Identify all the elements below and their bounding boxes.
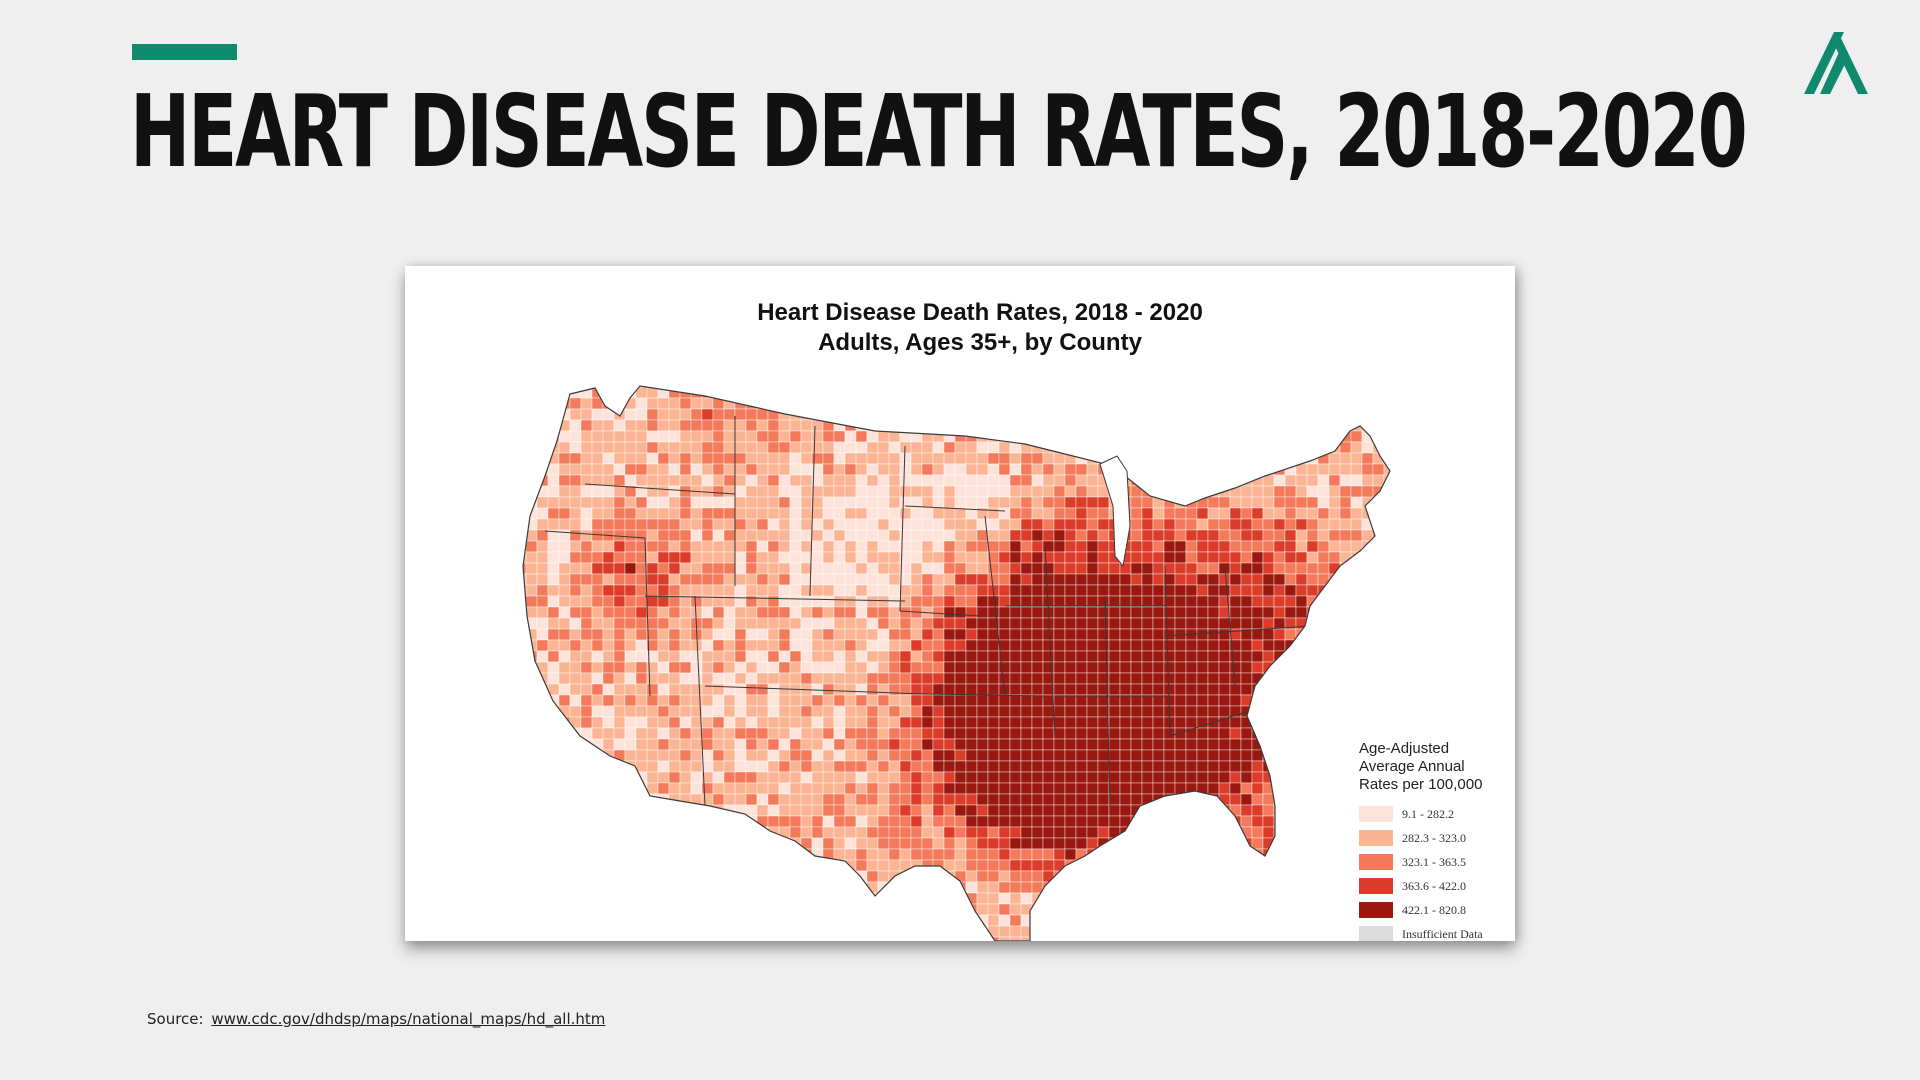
map-legend: Age-Adjusted Average Annual Rates per 10… bbox=[1359, 740, 1509, 941]
legend-label: 363.6 - 422.0 bbox=[1402, 878, 1466, 893]
map-title-line-1: Heart Disease Death Rates, 2018 - 2020 bbox=[757, 299, 1203, 326]
map-title: Heart Disease Death Rates, 2018 - 2020 A… bbox=[405, 298, 1515, 358]
legend-label: 323.1 - 363.5 bbox=[1402, 854, 1466, 869]
legend-label: 282.3 - 323.0 bbox=[1402, 830, 1466, 845]
legend-item: 422.1 - 820.8 bbox=[1359, 898, 1509, 922]
legend-swatch bbox=[1359, 902, 1393, 918]
legend-title: Age-Adjusted Average Annual Rates per 10… bbox=[1359, 740, 1509, 794]
legend-title-line-3: Rates per 100,000 bbox=[1359, 776, 1483, 793]
us-county-choropleth-map bbox=[522, 385, 1391, 941]
slide-title: HEART DISEASE DEATH RATES, 2018-2020 bbox=[130, 73, 1748, 190]
legend-label: Insufficient Data bbox=[1402, 926, 1483, 941]
source-link[interactable]: www.cdc.gov/dhdsp/maps/national_maps/hd_… bbox=[211, 1010, 606, 1028]
legend-swatch bbox=[1359, 806, 1393, 822]
source-citation: Source: www.cdc.gov/dhdsp/maps/national_… bbox=[147, 1010, 605, 1028]
map-title-line-2: Adults, Ages 35+, by County bbox=[818, 329, 1142, 356]
map-card: Heart Disease Death Rates, 2018 - 2020 A… bbox=[405, 266, 1515, 941]
legend-item: Insufficient Data bbox=[1359, 922, 1509, 941]
legend-label: 422.1 - 820.8 bbox=[1402, 902, 1466, 917]
legend-title-line-1: Age-Adjusted bbox=[1359, 740, 1450, 757]
legend-label: 9.1 - 282.2 bbox=[1402, 806, 1454, 821]
legend-swatch bbox=[1359, 878, 1393, 894]
legend-swatch bbox=[1359, 854, 1393, 870]
legend-item: 323.1 - 363.5 bbox=[1359, 850, 1509, 874]
legend-swatch bbox=[1359, 926, 1393, 941]
stylized-a-logo-icon bbox=[1804, 32, 1868, 94]
accent-bar bbox=[132, 44, 237, 60]
legend-item: 9.1 - 282.2 bbox=[1359, 802, 1509, 826]
legend-item: 282.3 - 323.0 bbox=[1359, 826, 1509, 850]
source-label: Source: bbox=[147, 1010, 204, 1028]
legend-title-line-2: Average Annual bbox=[1359, 758, 1465, 775]
legend-item: 363.6 - 422.0 bbox=[1359, 874, 1509, 898]
legend-swatch bbox=[1359, 830, 1393, 846]
